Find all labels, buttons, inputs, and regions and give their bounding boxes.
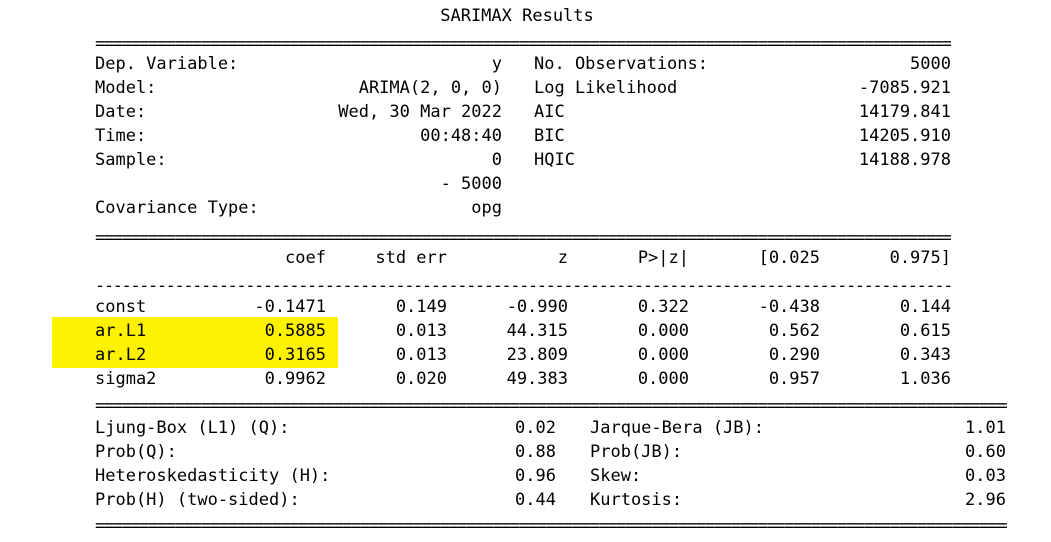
coef-cell: 0.000 [637, 369, 689, 389]
coef-column-header: std err [375, 248, 447, 268]
highlight-mark [52, 317, 338, 344]
coef-cell: 1.036 [899, 369, 951, 389]
coef-cell: 0.013 [395, 345, 447, 365]
diagnostic-value: 2.96 [965, 490, 1006, 510]
summary-stat-value: 14179.841 [858, 102, 951, 122]
diagnostic-value: 0.44 [515, 490, 556, 510]
summary-value: Wed, 30 Mar 2022 [338, 102, 502, 122]
summary-stat-label: BIC [534, 126, 565, 146]
diagnostic-value: 0.03 [965, 466, 1006, 486]
diagnostic-label: Ljung-Box (L1) (Q): [95, 418, 290, 438]
coef-cell: 23.809 [506, 345, 568, 365]
coef-cell: 44.315 [506, 321, 568, 341]
rule-top: ========================================… [95, 36, 951, 50]
coef-column-header: [0.025 [758, 248, 820, 268]
summary-label: Sample: [95, 150, 167, 170]
diagnostic-value: 0.96 [515, 466, 556, 486]
rule-coef-end: ========================================… [95, 398, 1007, 412]
coef-cell: 0.000 [637, 345, 689, 365]
summary-stat-value: 5000 [910, 54, 951, 74]
coef-column-header: z [557, 248, 568, 268]
summary-value: opg [471, 198, 502, 218]
coef-cell: 0.290 [768, 345, 820, 365]
coef-cell: 0.5885 [264, 321, 326, 341]
coef-cell: 0.013 [395, 321, 447, 341]
coef-cell: 0.149 [395, 297, 447, 317]
coef-cell: 0.957 [768, 369, 820, 389]
summary-stat-value: -7085.921 [858, 78, 951, 98]
summary-stat-value: 14205.910 [858, 126, 951, 146]
diagnostic-label: Jarque-Bera (JB): [590, 418, 764, 438]
rule-header-dash: ----------------------------------------… [95, 278, 951, 292]
summary-value: ARIMA(2, 0, 0) [358, 78, 502, 98]
diagnostic-value: 0.60 [965, 442, 1006, 462]
summary-stat-label: No. Observations: [534, 54, 708, 74]
coef-cell: 0.343 [899, 345, 951, 365]
summary-label: Dep. Variable: [95, 54, 239, 74]
summary-value: y [491, 54, 502, 74]
summary-label: Date: [95, 102, 147, 122]
coef-row-name: const [95, 297, 147, 317]
diagnostic-value: 0.02 [515, 418, 556, 438]
diagnostic-label: Heteroskedasticity (H): [95, 466, 331, 486]
diagnostic-label: Kurtosis: [590, 490, 683, 510]
coef-cell: 0.020 [395, 369, 447, 389]
coef-cell: -0.990 [506, 297, 568, 317]
diagnostic-value: 1.01 [965, 418, 1006, 438]
summary-stat-label: HQIC [534, 150, 575, 170]
diagnostic-value: 0.88 [515, 442, 556, 462]
diagnostic-label: Prob(H) (two-sided): [95, 490, 300, 510]
coef-cell: 0.144 [899, 297, 951, 317]
coef-column-header: 0.975] [889, 248, 951, 268]
coef-cell: 49.383 [506, 369, 568, 389]
coef-row-name: sigma2 [95, 369, 157, 389]
summary-value: - 5000 [440, 174, 502, 194]
coef-column-header: P>|z| [637, 248, 689, 268]
summary-value: 00:48:40 [420, 126, 502, 146]
coef-cell: 0.9962 [264, 369, 326, 389]
coef-cell: 0.000 [637, 321, 689, 341]
rule-bottom: ========================================… [95, 518, 1007, 532]
results-title: SARIMAX Results [440, 6, 594, 26]
summary-stat-label: AIC [534, 102, 565, 122]
coef-cell: -0.1471 [254, 297, 326, 317]
summary-stat-value: 14188.978 [858, 150, 951, 170]
diagnostic-label: Prob(JB): [590, 442, 683, 462]
coef-cell: 0.615 [899, 321, 951, 341]
summary-stat-label: Log Likelihood [534, 78, 678, 98]
summary-label: Time: [95, 126, 147, 146]
coef-cell: 0.322 [637, 297, 689, 317]
coef-column-header: coef [285, 248, 326, 268]
coef-cell: 0.562 [768, 321, 820, 341]
coef-row-name: ar.L1 [95, 321, 147, 341]
diagnostic-label: Skew: [590, 466, 642, 486]
highlight-mark [52, 341, 338, 368]
coef-cell: 0.3165 [264, 345, 326, 365]
coef-cell: -0.438 [758, 297, 820, 317]
summary-label: Covariance Type: [95, 198, 259, 218]
diagnostic-label: Prob(Q): [95, 442, 177, 462]
summary-value: 0 [491, 150, 502, 170]
rule-summary-end: ========================================… [95, 230, 951, 244]
coef-row-name: ar.L2 [95, 345, 147, 365]
summary-label: Model: [95, 78, 157, 98]
